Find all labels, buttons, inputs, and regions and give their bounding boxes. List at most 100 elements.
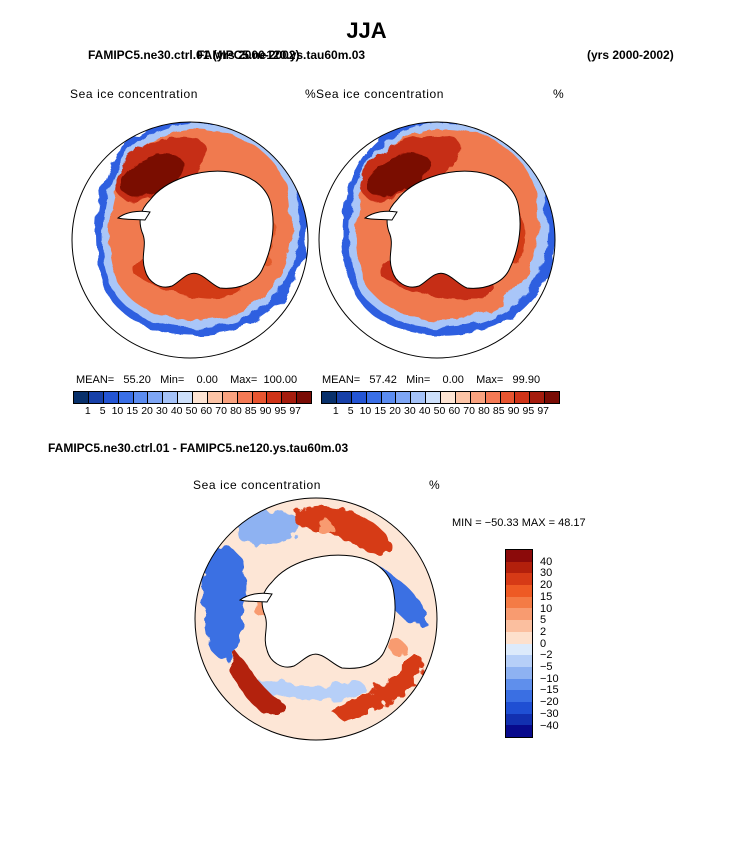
colorbar-tick-label: 1 [84,405,91,417]
antarctic-peninsula [238,592,273,603]
diff-blue-west [201,547,247,659]
colorbar-tick-label: 85 [492,405,505,417]
colorbar-tick-label: 15 [374,405,387,417]
colorbar-tick-label: 60 [448,405,461,417]
colorbar-swatch [506,550,532,562]
colorbar-swatch [366,392,382,403]
colorbar-tick-label: 40 [170,405,183,417]
panel1-units: % [305,87,317,101]
colorbar-tick-label: −20 [540,696,559,709]
colorbar-tick-label: 70 [463,405,475,417]
colorbar-tick-label: −30 [540,707,559,720]
colorbar-tick-label: −15 [540,684,559,697]
min-value: 0.00 [196,374,218,386]
colorbar-swatch [506,701,532,714]
antarctic-peninsula [363,210,398,221]
main-title: JJA [346,18,387,43]
colorbar-swatch [506,631,532,644]
colorbar-swatch [506,678,532,691]
colorbar-swatch [506,585,532,597]
colorbar-swatch [222,392,238,403]
colorbar-tick-label: −10 [540,672,559,685]
colorbar-swatch [88,392,104,403]
colorbar-swatch [133,392,149,403]
diff-variable: Sea ice concentration [193,478,322,492]
colorbar-swatch [545,392,559,403]
colorbar-swatch [252,392,268,403]
antarctic-peninsula [116,210,151,221]
colorbar-swatch [485,392,501,403]
colorbar-swatch [351,392,367,403]
case1-title: FAMIPC5.ne30.ctrl.01 (yrs 2000-2002) [88,48,300,62]
colorbar-swatch [500,392,516,403]
panel2-stats: MEAN= 57.42 Min= 0.00 Max= 99.90 [322,374,540,386]
colorbar-tick-label: 80 [230,405,242,417]
colorbar-tick-label: 5 [540,614,547,627]
colorbar-tick-label: 97 [289,405,302,417]
colorbar-swatch [103,392,119,403]
colorbar-panel1 [73,391,312,404]
colorbar-tick-label: 90 [507,405,520,417]
mean-value: 55.20 [123,374,151,386]
colorbar-tick-label: 50 [433,405,446,417]
colorbar-swatch [455,392,471,403]
colorbar-tick-label: 30 [540,567,553,580]
case2-title: FAMIPC5.ne120.ys.tau60m.03 [197,48,366,62]
diff-units: % [429,478,441,492]
colorbar-tick-label: 2 [540,625,547,638]
colorbar-tick-label: 10 [111,405,124,417]
colorbar-panel1-labels: 1 5 10 15 20 30 40 50 60 70 80 85 90 95 97 [73,405,310,419]
colorbar-tick-label: 5 [347,405,354,417]
colorbar-tick-label: 5 [99,405,106,417]
diff-red-north [293,506,391,556]
max-label: Max= [476,374,504,386]
colorbar-tick-label: 40 [418,405,431,417]
colorbar-swatch [322,392,337,403]
colorbar-swatch [118,392,134,403]
diff-title: FAMIPC5.ne30.ctrl.01 - FAMIPC5.ne120.ys.… [48,441,349,455]
diff-orange-spots [253,519,406,657]
panel2-variable: Sea ice concentration [316,87,445,101]
min-value: 0.00 [442,374,464,386]
colorbar-swatch [506,713,532,726]
colorbar-swatch [237,392,253,403]
colorbar-tick-label: 10 [540,602,553,615]
colorbar-tick-label: 30 [156,405,168,417]
colorbar-swatch [178,392,193,403]
colorbar-swatch [441,392,456,403]
diff-blue-south [256,679,367,701]
antarctica-land [261,554,396,669]
colorbar-swatch [336,392,352,403]
max-label: Max= [230,374,258,386]
colorbar-swatch [282,392,298,403]
diff-red-west [228,650,284,715]
colorbar-swatch [506,573,532,586]
colorbar-tick-label: 30 [404,405,416,417]
colorbar-swatch [163,392,179,403]
colorbar-swatch [267,392,283,403]
colorbar-tick-label: 20 [141,405,153,417]
colorbar-tick-label: 1 [332,405,339,417]
diff-minmax: MIN = −50.33 MAX = 48.17 [452,517,586,529]
colorbar-swatch [530,392,546,403]
colorbar-swatch [506,725,532,737]
colorbar-swatch [381,392,397,403]
colorbar-swatch [506,608,532,621]
colorbar-tick-label: 95 [522,405,535,417]
colorbar-tick-label: −5 [540,661,553,673]
colorbar-swatch [207,392,223,403]
colorbar-tick-label: 85 [244,405,257,417]
min-label: Min= [406,374,431,386]
colorbar-tick-label: 15 [540,590,553,603]
colorbar-tick-label: 10 [359,405,372,417]
colorbar-swatch [506,643,532,656]
colorbar-swatch [506,690,532,702]
colorbar-swatch [411,392,427,403]
panel2-units: % [553,87,565,101]
colorbar-tick-label: 50 [185,405,198,417]
colorbar-panel2-labels: 1 5 10 15 20 30 40 50 60 70 80 85 90 95 97 [321,405,558,419]
colorbar-swatch [515,392,531,403]
